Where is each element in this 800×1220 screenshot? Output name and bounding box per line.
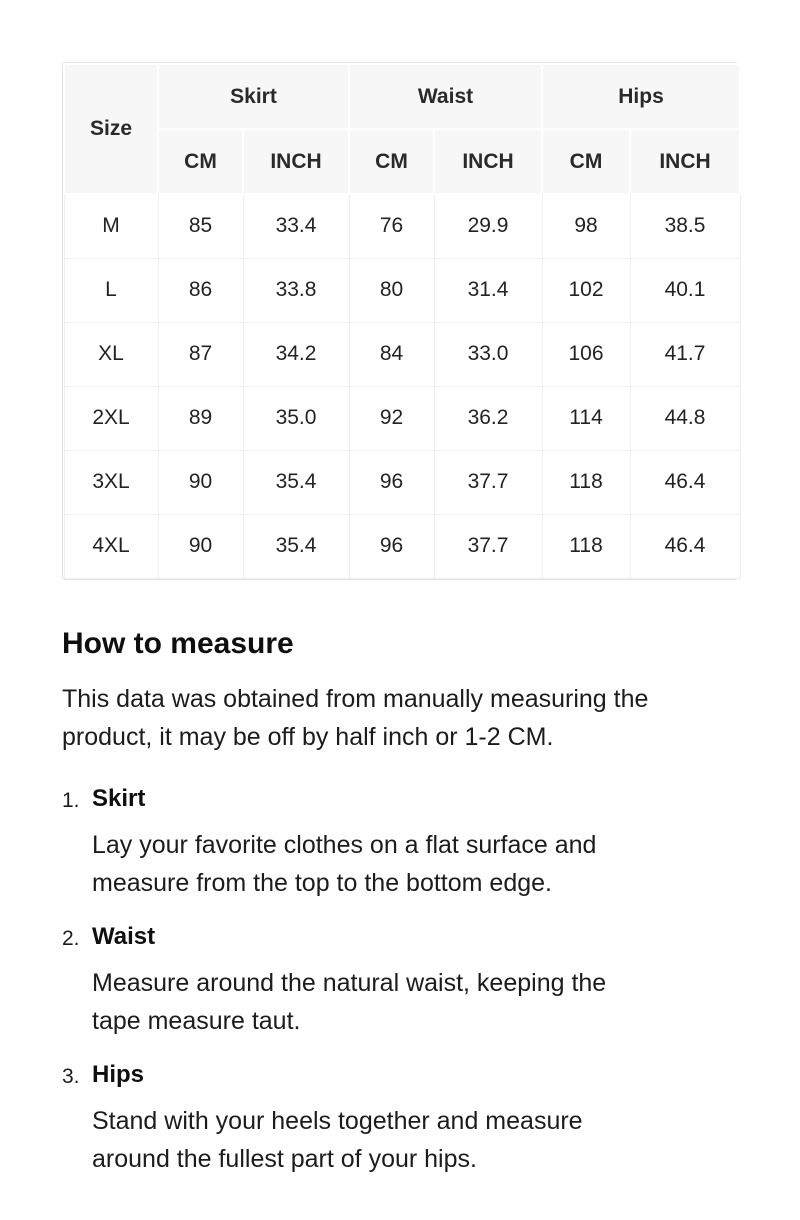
unit-header-skirt-cm: CM — [157, 128, 244, 195]
step-description-line: tape measure taut. — [92, 1006, 301, 1035]
step-description: Stand with your heels together and measu… — [92, 1102, 738, 1178]
unit-header-skirt-inch: INCH — [242, 128, 350, 195]
table-cell: 96 — [348, 513, 435, 579]
size-chart-table: Size Skirt Waist Hips CM INCH CM INCH CM… — [63, 63, 742, 579]
table-row: L 86 33.8 80 31.4 102 40.1 — [63, 257, 741, 323]
table-cell: 46.4 — [629, 449, 741, 515]
table-cell: 84 — [348, 321, 435, 387]
table-row: XL 87 34.2 84 33.0 106 41.7 — [63, 321, 741, 387]
unit-header-waist-inch: INCH — [432, 128, 544, 195]
table-cell: 33.0 — [433, 321, 543, 387]
size-cell: XL — [63, 321, 159, 387]
column-header-hips: Hips — [541, 63, 742, 130]
measure-steps-list: 1. Skirt Lay your favorite clothes on a … — [62, 784, 738, 1178]
table-row: 4XL 90 35.4 96 37.7 118 46.4 — [63, 513, 741, 579]
table-cell: 37.7 — [433, 513, 543, 579]
table-cell: 114 — [541, 385, 631, 451]
table-cell: 34.2 — [242, 321, 350, 387]
table-header: Size Skirt Waist Hips CM INCH CM INCH CM… — [63, 63, 742, 195]
table-cell: 89 — [157, 385, 244, 451]
table-cell: 31.4 — [433, 257, 543, 323]
unit-header-hips-cm: CM — [541, 128, 632, 195]
step-number: 3. — [62, 1064, 80, 1088]
table-cell: 80 — [348, 257, 435, 323]
unit-header-waist-cm: CM — [348, 128, 435, 195]
table-cell: 106 — [541, 321, 631, 387]
table-cell: 33.4 — [242, 193, 350, 259]
column-header-waist: Waist — [347, 63, 544, 130]
table-header-unit-row: CM INCH CM INCH CM INCH — [64, 128, 742, 195]
size-cell: 3XL — [63, 449, 159, 515]
table-cell: 92 — [348, 385, 435, 451]
table-cell: 76 — [348, 193, 435, 259]
step-description-line: Stand with your heels together and measu… — [92, 1106, 583, 1135]
table-cell: 102 — [541, 257, 631, 323]
table-row: 2XL 89 35.0 92 36.2 114 44.8 — [63, 385, 741, 451]
how-to-measure-heading: How to measure — [62, 626, 294, 660]
table-row: 3XL 90 35.4 96 37.7 118 46.4 — [63, 449, 741, 515]
size-cell: M — [63, 193, 159, 259]
table-cell: 41.7 — [629, 321, 741, 387]
step-description-line: measure from the top to the bottom edge. — [92, 868, 552, 897]
intro-line: This data was obtained from manually mea… — [62, 684, 649, 713]
column-header-skirt: Skirt — [157, 63, 350, 130]
size-chart-page: Size Skirt Waist Hips CM INCH CM INCH CM… — [62, 62, 742, 1178]
step-description: Measure around the natural waist, keepin… — [92, 964, 738, 1040]
step-description-line: Measure around the natural waist, keepin… — [92, 968, 607, 997]
step-description: Lay your favorite clothes on a flat surf… — [92, 826, 738, 902]
column-header-size: Size — [63, 63, 159, 195]
size-cell: 4XL — [63, 513, 159, 579]
step-description-line: around the fullest part of your hips. — [92, 1144, 477, 1173]
measure-step-skirt: 1. Skirt Lay your favorite clothes on a … — [62, 784, 738, 902]
size-chart-table-container: Size Skirt Waist Hips CM INCH CM INCH CM… — [62, 62, 742, 580]
table-row: M 85 33.4 76 29.9 98 38.5 — [63, 193, 741, 259]
table-cell: 86 — [157, 257, 244, 323]
table-cell: 46.4 — [629, 513, 741, 579]
table-cell: 35.4 — [242, 449, 350, 515]
unit-header-hips-inch: INCH — [629, 128, 742, 195]
size-cell: 2XL — [63, 385, 159, 451]
measure-step-waist: 2. Waist Measure around the natural wais… — [62, 922, 738, 1040]
table-cell: 118 — [541, 449, 631, 515]
table-cell: 118 — [541, 513, 631, 579]
table-cell: 35.4 — [242, 513, 350, 579]
step-title: Hips — [92, 1060, 145, 1088]
table-cell: 98 — [541, 193, 631, 259]
table-cell: 90 — [157, 513, 244, 579]
step-number: 1. — [62, 788, 80, 812]
table-cell: 87 — [157, 321, 244, 387]
table-cell: 40.1 — [629, 257, 741, 323]
step-title: Waist — [92, 922, 156, 950]
table-cell: 38.5 — [629, 193, 741, 259]
measure-step-hips: 3. Hips Stand with your heels together a… — [62, 1060, 738, 1178]
table-cell: 37.7 — [433, 449, 543, 515]
table-header-group-row: Size Skirt Waist Hips — [63, 63, 742, 195]
size-cell: L — [63, 257, 159, 323]
table-body: M 85 33.4 76 29.9 98 38.5 L 86 33.8 80 3… — [63, 193, 741, 579]
step-number: 2. — [62, 926, 80, 950]
measure-intro-paragraph: This data was obtained from manually mea… — [62, 680, 738, 756]
table-cell: 90 — [157, 449, 244, 515]
intro-line: product, it may be off by half inch or 1… — [62, 722, 554, 751]
table-cell: 35.0 — [242, 385, 350, 451]
table-cell: 44.8 — [629, 385, 741, 451]
table-cell: 29.9 — [433, 193, 543, 259]
table-cell: 85 — [157, 193, 244, 259]
table-cell: 36.2 — [433, 385, 543, 451]
table-cell: 33.8 — [242, 257, 350, 323]
step-title: Skirt — [92, 784, 146, 812]
step-description-line: Lay your favorite clothes on a flat surf… — [92, 830, 597, 859]
table-cell: 96 — [348, 449, 435, 515]
